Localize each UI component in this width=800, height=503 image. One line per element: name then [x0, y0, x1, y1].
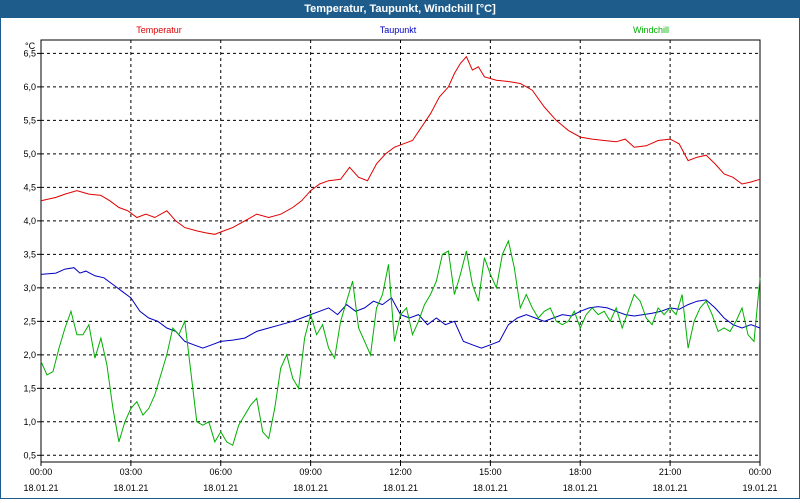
legend-taupunkt: Taupunkt [380, 25, 417, 35]
x-tick-label-date: 18.01.21 [113, 483, 148, 493]
x-tick-label-time: 15:00 [479, 467, 502, 477]
x-tick-label-date: 18.01.21 [293, 483, 328, 493]
line-chart: 0,5 1,0 1,5 2,0 2,5 3,0 3,5 4,0 4,5 5,0 5,5 6,0 6,5°… [23, 25, 777, 493]
x-tick-label-date: 18.01.21 [653, 483, 688, 493]
legend-windchill: Windchill [633, 25, 669, 35]
y-tick-label: 3,5 [23, 249, 36, 259]
x-tick-label-time: 21:00 [659, 467, 682, 477]
x-tick-label-time: 06:00 [209, 467, 232, 477]
legend-temperatur: Temperatur [136, 25, 182, 35]
x-tick-label-time: 09:00 [299, 467, 322, 477]
y-tick-label: 3,0 [23, 283, 36, 293]
y-tick-label: 1,5 [23, 383, 36, 393]
series-line-windchill [40, 239, 761, 447]
x-tick-label-date: 18.01.21 [23, 483, 58, 493]
series-line-taupunkt [40, 267, 761, 349]
y-tick-label: 2,5 [23, 316, 36, 326]
x-tick-label-date: 18.01.21 [563, 483, 598, 493]
x-tick-label-date: 18.01.21 [383, 483, 418, 493]
chart-frame: 0,5 1,0 1,5 2,0 2,5 3,0 3,5 4,0 4,5 5,0 5,5 6,0 6,5 °… [0, 18, 800, 499]
y-tick-label: 1,0 [23, 417, 36, 427]
y-tick-label: 6,5 [23, 48, 36, 58]
x-tick-label-time: 00:00 [749, 467, 772, 477]
y-tick-label: 4,5 [23, 182, 36, 192]
x-tick-label-date: 18.01.21 [473, 483, 508, 493]
chart-title: Temperatur, Taupunkt, Windchill [°C] [0, 0, 800, 18]
x-tick-label-time: 03:00 [120, 467, 143, 477]
y-tick-label: 0,5 [23, 450, 36, 460]
y-tick-label: 5,0 [23, 149, 36, 159]
y-tick-label: 2,0 [23, 350, 36, 360]
x-tick-label-time: 00:00 [30, 467, 53, 477]
x-tick-label-date: 19.01.21 [742, 483, 777, 493]
x-tick-label-time: 12:00 [389, 467, 412, 477]
y-tick-label: 6,0 [23, 82, 36, 92]
y-tick-label: 4,0 [23, 216, 36, 226]
y-tick-label: 5,5 [23, 115, 36, 125]
x-tick-label-date: 18.01.21 [203, 483, 238, 493]
x-tick-label-time: 18:00 [569, 467, 592, 477]
y-axis-label: °C [25, 41, 36, 51]
series-line-temperatur [40, 55, 761, 235]
